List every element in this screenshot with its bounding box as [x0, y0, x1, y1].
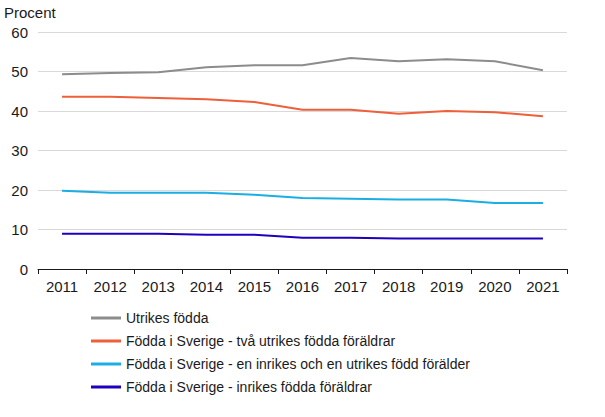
svg-text:2018: 2018 [382, 278, 415, 295]
svg-text:2020: 2020 [478, 278, 511, 295]
svg-text:20: 20 [11, 182, 28, 199]
svg-text:40: 40 [11, 103, 28, 120]
svg-text:2015: 2015 [238, 278, 271, 295]
svg-text:Födda i Sverige - inrikes född: Födda i Sverige - inrikes födda föräldra… [126, 379, 372, 395]
svg-text:2012: 2012 [93, 278, 126, 295]
svg-text:30: 30 [11, 142, 28, 159]
svg-text:Utrikes födda: Utrikes födda [126, 310, 209, 326]
svg-text:2016: 2016 [286, 278, 319, 295]
svg-text:50: 50 [11, 63, 28, 80]
svg-text:Procent: Procent [4, 4, 57, 21]
svg-text:2013: 2013 [142, 278, 175, 295]
svg-text:2017: 2017 [334, 278, 367, 295]
svg-text:2019: 2019 [430, 278, 463, 295]
svg-text:Födda i Sverige - en inrikes o: Födda i Sverige - en inrikes och en utri… [126, 356, 470, 372]
svg-text:60: 60 [11, 24, 28, 41]
svg-text:0: 0 [20, 261, 28, 278]
svg-text:2014: 2014 [190, 278, 223, 295]
svg-text:2021: 2021 [526, 278, 559, 295]
svg-text:10: 10 [11, 221, 28, 238]
svg-text:2011: 2011 [46, 278, 78, 295]
svg-text:Födda i Sverige - två utrikes: Födda i Sverige - två utrikes födda förä… [126, 333, 396, 349]
